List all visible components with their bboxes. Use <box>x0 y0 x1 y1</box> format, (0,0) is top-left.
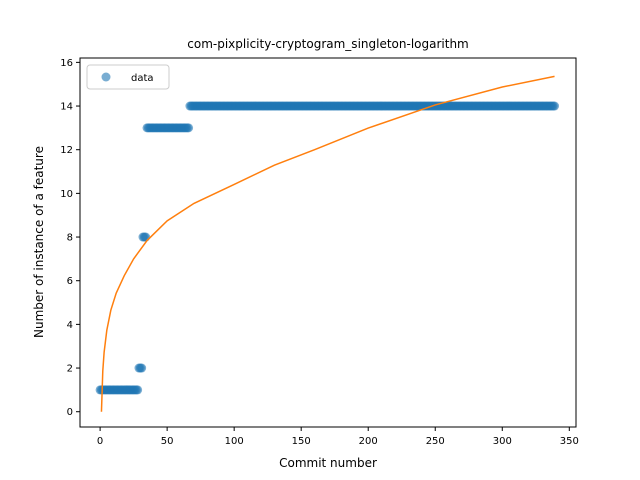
x-axis-label: Commit number <box>279 456 377 470</box>
legend: data <box>86 64 170 90</box>
data-point <box>133 385 143 395</box>
x-tick-label: 300 <box>493 436 512 447</box>
legend-label-data: data <box>131 73 154 84</box>
y-tick-label: 14 <box>60 102 73 113</box>
y-axis-label: Number of instance of a feature <box>32 146 46 338</box>
x-tick-label: 200 <box>359 436 378 447</box>
x-tick-label: 250 <box>426 436 445 447</box>
x-tick-label: 0 <box>97 436 103 447</box>
y-tick-label: 16 <box>60 58 73 69</box>
data-point <box>141 232 151 242</box>
y-tick-label: 8 <box>67 233 73 244</box>
legend-box <box>86 64 170 90</box>
legend-marker-data <box>101 72 111 82</box>
data-point <box>137 363 147 373</box>
x-axis-ticks: 0 50 100 150 200 250 300 350 <box>97 427 579 447</box>
chart-title: com-pixplicity-cryptogram_singleton-loga… <box>187 37 468 51</box>
x-tick-label: 350 <box>560 436 579 447</box>
data-point <box>550 101 560 111</box>
y-tick-label: 6 <box>67 276 73 287</box>
y-tick-label: 10 <box>60 189 73 200</box>
logarithmic-fit-line <box>100 75 555 412</box>
y-tick-label: 2 <box>67 364 73 375</box>
plot-area <box>95 75 560 412</box>
y-tick-label: 0 <box>67 407 73 418</box>
data-point <box>184 123 194 133</box>
x-tick-label: 150 <box>292 436 311 447</box>
x-tick-label: 100 <box>225 436 244 447</box>
plot-frame <box>79 57 577 428</box>
y-tick-label: 12 <box>60 145 73 156</box>
y-axis-ticks: 0 2 4 6 8 10 12 14 16 <box>60 58 80 418</box>
x-tick-label: 50 <box>161 436 174 447</box>
y-tick-label: 4 <box>67 320 73 331</box>
